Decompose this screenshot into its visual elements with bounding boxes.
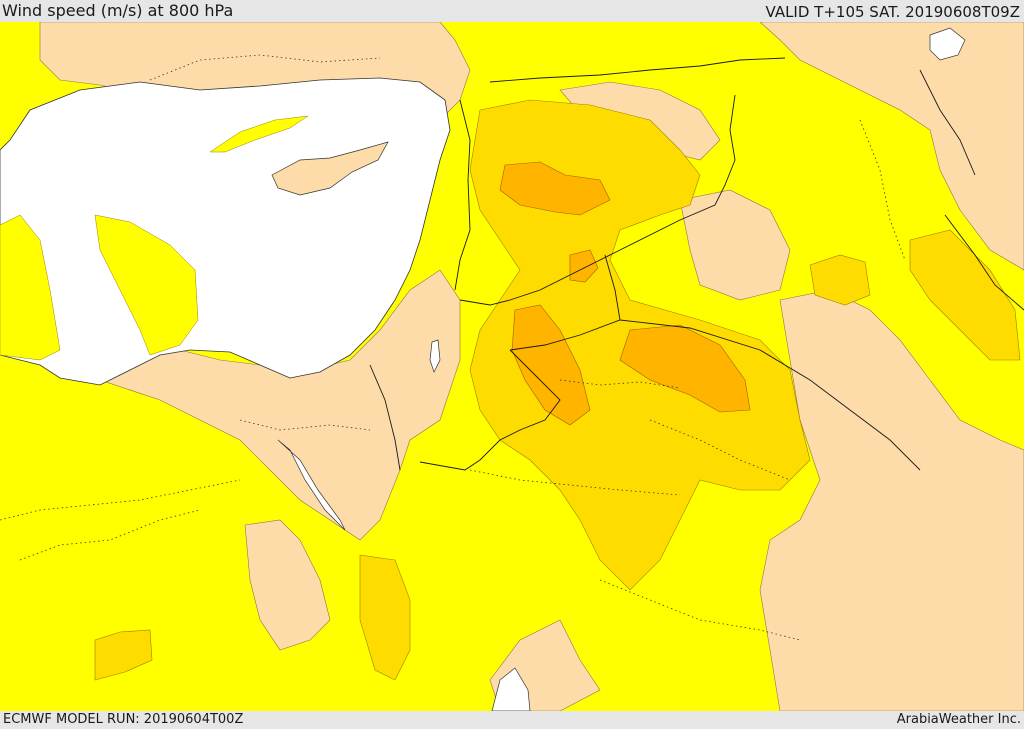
cyprus-island	[271, 141, 389, 196]
wind-speed-map	[0, 22, 1024, 711]
lake-van	[929, 27, 966, 61]
sea-wind-west	[0, 214, 61, 361]
red-sea-south	[491, 667, 531, 711]
country-borders	[369, 57, 1024, 471]
footer-bar: ECMWF MODEL RUN: 20190604T00Z ArabiaWeat…	[0, 711, 1024, 729]
mediterranean-sea	[0, 77, 451, 386]
gulf-of-suez	[277, 439, 346, 531]
dead-sea	[429, 339, 441, 373]
sea-wind-strip	[209, 115, 309, 153]
wind-15-20-areas	[499, 161, 751, 426]
valid-time: VALID T+105 SAT. 20190608T09Z	[765, 3, 1020, 21]
sea-wind-patch	[94, 214, 199, 356]
province-boundaries	[0, 54, 906, 641]
model-run: ECMWF MODEL RUN: 20190604T00Z	[3, 712, 244, 727]
calm-land-areas	[39, 22, 1024, 711]
credit-label: ArabiaWeather Inc.	[896, 712, 1021, 727]
map-title: Wind speed (m/s) at 800 hPa	[2, 1, 234, 20]
header-bar: Wind speed (m/s) at 800 hPa VALID T+105 …	[0, 0, 1024, 22]
